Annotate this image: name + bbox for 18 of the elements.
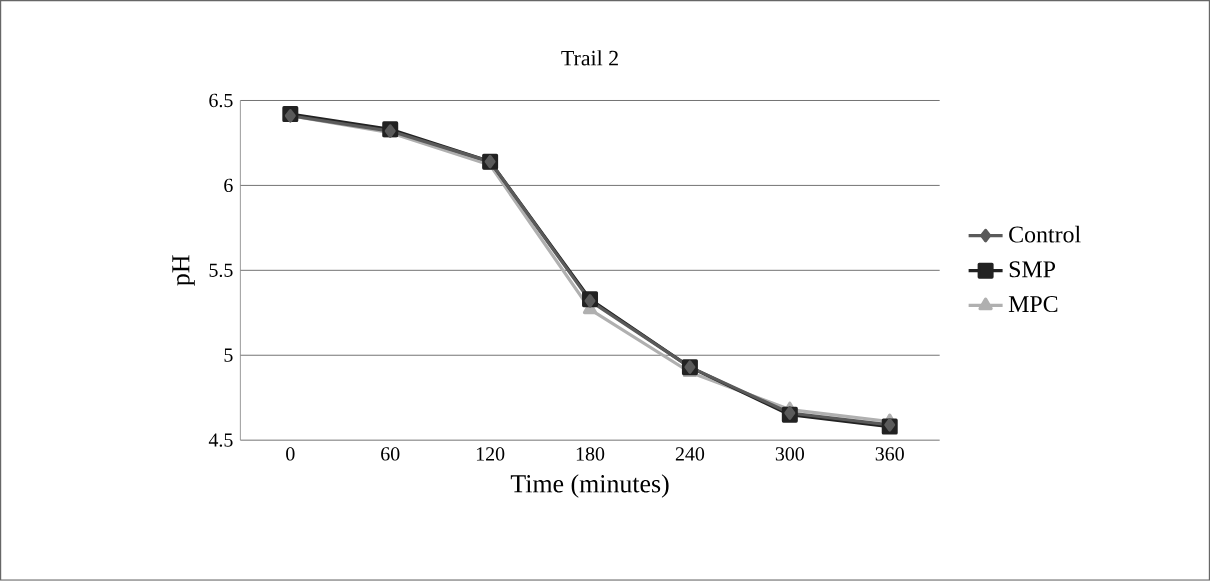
x-tick-label: 0 [286, 447, 295, 461]
x-tick-label: 300 [775, 447, 805, 461]
legend-label: SMP [1009, 261, 1056, 278]
y-tick-label: 5.5 [209, 263, 233, 278]
legend-label: Control [1009, 225, 1081, 243]
y-tick-label: 5 [224, 348, 233, 363]
x-tick-label: 360 [875, 447, 904, 461]
legend-label: MPC [1008, 296, 1058, 313]
y-tick-label: 4.5 [208, 433, 233, 448]
y-axis-title: pH [172, 255, 195, 286]
x-tick-label: 120 [476, 447, 505, 461]
x-axis-title: Time (minutes) [510, 474, 669, 498]
y-tick-label: 6.5 [209, 93, 233, 108]
x-tick-label: 180 [576, 447, 605, 461]
chart-title: Trail 2 [561, 50, 618, 66]
y-tick-label: 6 [224, 178, 233, 193]
x-tick-label: 240 [675, 447, 705, 461]
x-tick-label: 60 [381, 447, 400, 461]
